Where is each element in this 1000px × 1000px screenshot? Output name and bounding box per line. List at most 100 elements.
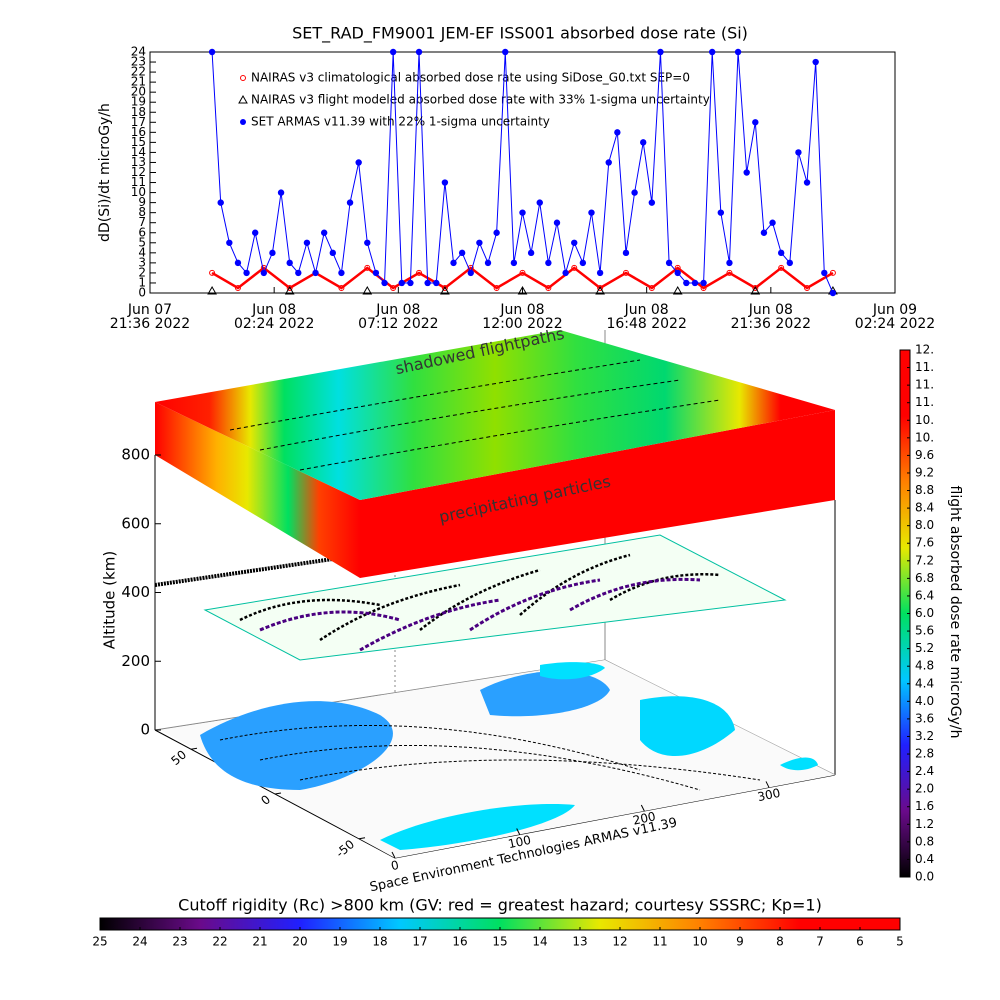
colorbar-tick-label: 14 (532, 935, 547, 949)
marker (648, 199, 656, 206)
slab-top (155, 330, 835, 500)
colorbar-tick-label: 9.2 (915, 465, 934, 479)
y-tick-label: 12 (131, 165, 146, 179)
marker (295, 269, 302, 277)
x-tick-label: 200 (632, 809, 657, 827)
series-line (211, 51, 834, 294)
z-tick-label: 0 (140, 721, 150, 739)
colorbar-tick-label: 21 (252, 935, 267, 949)
marker (251, 229, 259, 236)
z-axis-label: Altitude (km) (101, 551, 119, 649)
x-tick-label: 100 (507, 833, 532, 851)
marker (243, 269, 250, 277)
marker (622, 269, 629, 276)
y-tick-label: 13 (131, 155, 146, 169)
x-tick-label: Jun 08 21:36 2022 (730, 302, 812, 332)
z-tick-label: 400 (121, 583, 150, 601)
slab-front (360, 410, 835, 578)
y-tick-label: 4 (138, 245, 146, 259)
legend-label: NAIRAS v3 flight modeled absorbed dose r… (251, 93, 710, 107)
y-tick-label: 20 (131, 85, 146, 99)
colorbar-tick-label: 18 (372, 935, 387, 949)
marker (829, 289, 837, 297)
y-tick-label: 5 (138, 235, 146, 249)
colorbar-tick-label: 9 (736, 935, 744, 949)
marker (260, 269, 268, 277)
land (640, 696, 735, 757)
marker (286, 284, 293, 291)
x-tick-label: Jun 08 07:12 2022 (358, 302, 439, 332)
marker (596, 269, 604, 277)
marker (614, 129, 621, 136)
colorbar-tick-label: 3.2 (915, 729, 934, 743)
y-tick-label: 11 (131, 175, 146, 189)
marker (821, 269, 828, 277)
marker (743, 169, 750, 176)
colorbar-tick-label: 23 (172, 935, 187, 949)
x-tick-label: 300 (756, 786, 781, 804)
marker (640, 139, 647, 146)
y-tick-label: 8 (138, 205, 146, 219)
x-tick-label: Jun 08 16:48 2022 (606, 302, 687, 332)
land (540, 662, 605, 680)
colorbar-tick-label: 5.6 (915, 624, 934, 638)
y-tick-label: 0 (258, 792, 273, 808)
marker (217, 199, 224, 206)
colorbar-tick-label: 17 (412, 935, 427, 949)
marker (648, 284, 655, 291)
plot-frame (149, 51, 896, 294)
x-tick-label: Jun 08 02:24 2022 (233, 302, 315, 332)
colorbar-tick-label: 8.8 (915, 483, 934, 497)
legend-label: NAIRAS v3 climatological absorbed dose r… (251, 71, 690, 85)
marker (458, 249, 466, 257)
marker (303, 239, 311, 246)
marker (750, 285, 761, 295)
colorbar-tick-label: 12. (915, 343, 934, 357)
marker (778, 264, 785, 271)
marker (545, 259, 552, 267)
y-tick (190, 747, 198, 750)
x-tick (516, 828, 521, 835)
y-tick-label: 15 (131, 135, 146, 149)
marker (364, 264, 371, 271)
marker (493, 229, 500, 236)
marker (208, 48, 216, 56)
y-tick-label: 1 (138, 275, 146, 289)
marker (207, 285, 217, 295)
flightpath (239, 553, 721, 642)
marker (329, 249, 337, 257)
colorbar-tick-label: 1.2 (915, 817, 934, 831)
colorbar-tick-label: 5.2 (915, 641, 934, 655)
colorbar-tick-label: 10 (692, 935, 707, 949)
marker (415, 48, 423, 56)
marker (571, 264, 578, 271)
legend-marker (240, 75, 246, 81)
y-tick-label: 18 (131, 105, 146, 119)
marker (553, 219, 561, 226)
marker (441, 284, 448, 291)
marker (734, 48, 742, 56)
colorbar-tick-label: 7 (816, 935, 824, 949)
marker (760, 229, 768, 236)
marker (284, 285, 295, 295)
marker (519, 269, 526, 276)
series (207, 285, 838, 295)
y-tick-label: 2 (138, 265, 146, 279)
marker (364, 239, 371, 246)
marker (588, 209, 595, 216)
marker (433, 279, 440, 287)
marker (536, 199, 543, 206)
y-tick-label: 50 (168, 747, 189, 768)
legend-label: SET ARMAS v11.39 with 22% 1-sigma uncert… (251, 115, 550, 129)
colorbar-tick-label: 19 (332, 935, 347, 949)
marker (674, 269, 681, 277)
marker (381, 279, 388, 287)
marker (691, 279, 699, 287)
marker (398, 279, 405, 287)
marker (708, 48, 716, 56)
marker (804, 284, 811, 291)
marker (571, 239, 578, 246)
marker (234, 259, 242, 267)
marker (312, 269, 319, 277)
